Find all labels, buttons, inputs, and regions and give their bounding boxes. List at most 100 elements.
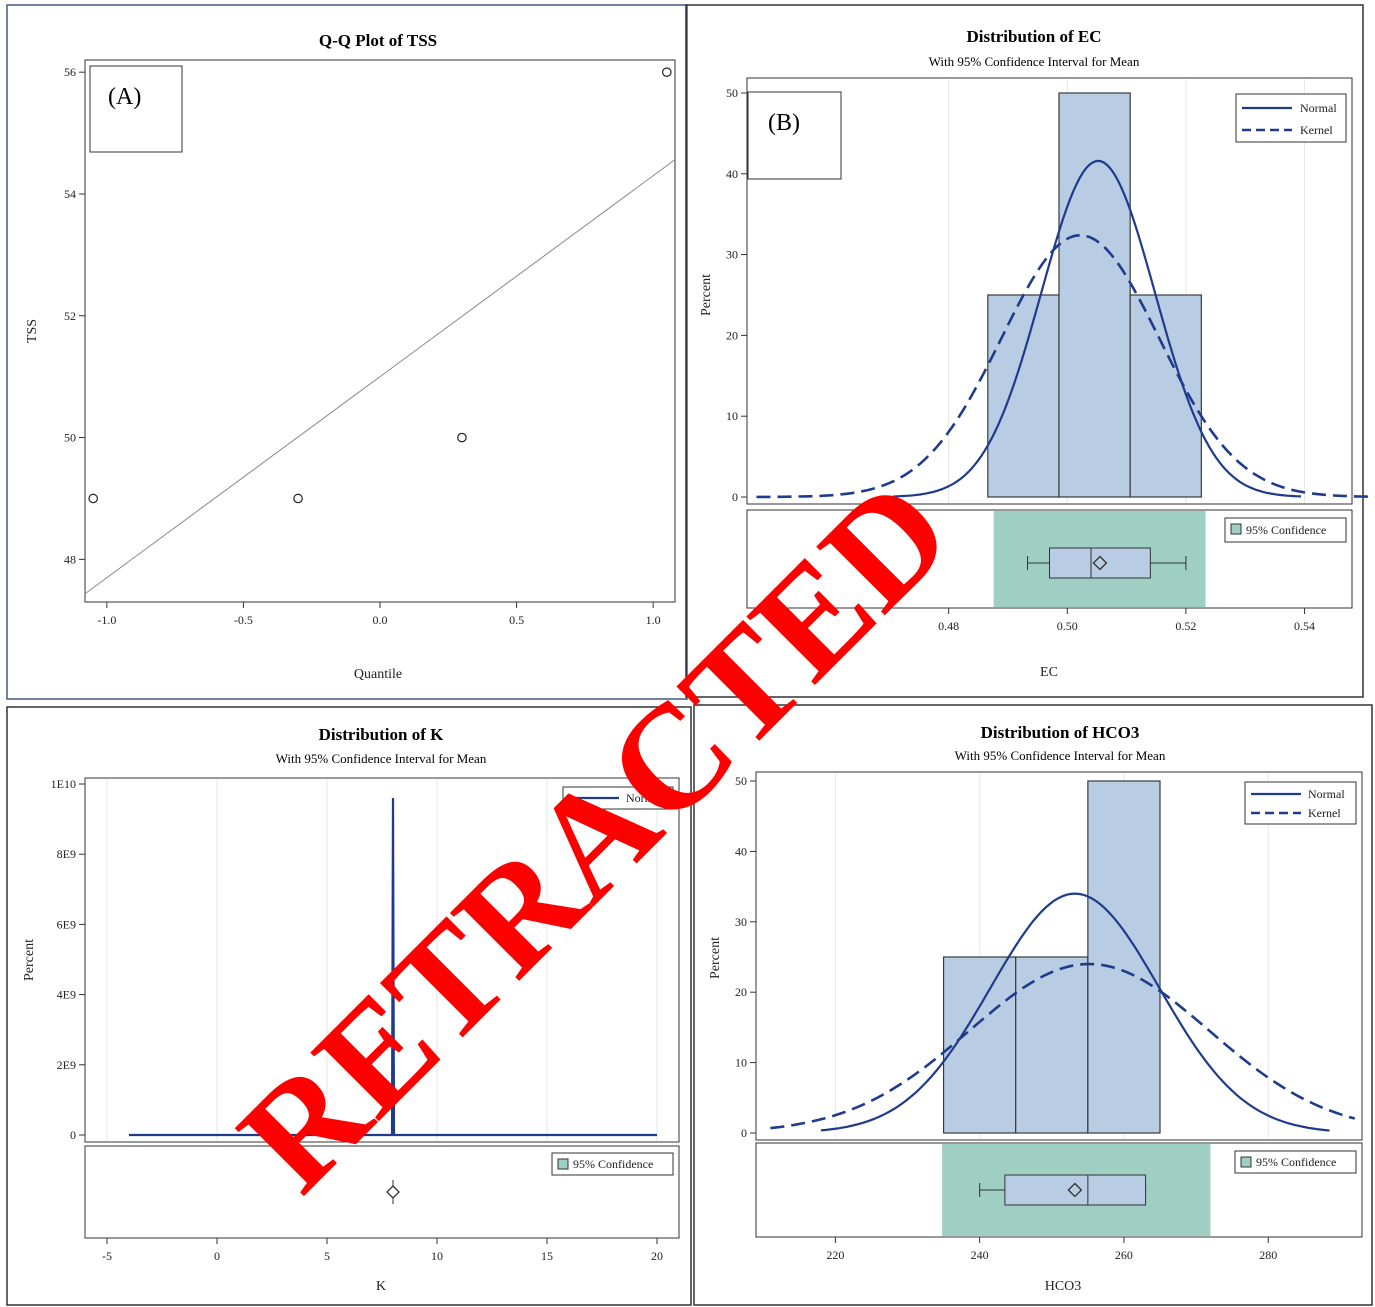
panel-d-frame — [693, 704, 1373, 1306]
panel-d-subtitle: With 95% Confidence Interval for Mean — [955, 748, 1166, 763]
panel-a-x-ticks: -1.0 -0.5 0.0 0.5 1.0 — [97, 602, 661, 627]
panel-c-y-tick-label: 6E9 — [57, 917, 76, 931]
panel-b-ci-swatch — [1230, 523, 1242, 535]
panel-a-point — [457, 432, 467, 443]
panel-b-x-ticks: 0.48 0.50 0.52 0.54 — [938, 608, 1315, 633]
panel-c-y-tick-label: 4E9 — [57, 988, 76, 1002]
panel-a-label-box — [89, 65, 183, 153]
panel-a-x-tick-label: 0.0 — [373, 613, 388, 627]
panel-c-normal-curve — [129, 798, 657, 1137]
panel-d-ci-legend: 95% Confidence — [1234, 1150, 1357, 1174]
panel-b-x-tick-label: 0.52 — [1175, 619, 1196, 633]
panel-b-ci-legend-label: 95% Confidence — [1246, 523, 1326, 537]
panel-a-y-tick-label: 56 — [64, 65, 76, 79]
panel-a-point — [293, 493, 303, 504]
panel-d-bar — [1015, 956, 1089, 1134]
panel-c-x-label: K — [376, 1279, 386, 1294]
panel-a-point — [88, 493, 98, 504]
panel-c-legend: Normal — [562, 786, 674, 810]
panel-c-frame — [6, 706, 692, 1306]
panel-a-y-tick-label: 48 — [64, 552, 76, 566]
panel-c-y-tick-label: 8E9 — [57, 847, 76, 861]
panel-d-box-iqr — [1004, 1174, 1147, 1206]
panel-d: Distribution of HCO3 With 95% Confidence… — [708, 723, 1363, 1294]
panel-b-y-label: Percent — [699, 274, 714, 316]
panel-d-x-tick-label: 220 — [826, 1248, 844, 1262]
panel-c-mean-marker — [386, 1180, 400, 1204]
panel-a-y-label: TSS — [25, 319, 40, 343]
panel-b-y-tick-label: 50 — [726, 86, 738, 100]
panel-b-y-tick-label: 10 — [726, 409, 738, 423]
panel-b-box-iqr — [1049, 547, 1151, 579]
panel-d-legend-normal: Normal — [1308, 787, 1345, 801]
panel-c-subtitle: With 95% Confidence Interval for Mean — [276, 751, 487, 766]
panel-c-x-tick-label: 10 — [431, 1249, 443, 1263]
panel-b-y-tick-label: 0 — [732, 490, 738, 504]
panel-b-hist-frame — [746, 77, 1353, 505]
panel-b-y-tick-label: 40 — [726, 167, 738, 181]
panel-b-x-tick-label: 0.50 — [1057, 619, 1078, 633]
panel-b-x-tick-label: 0.54 — [1294, 619, 1315, 633]
panel-c-x-tick-label: 15 — [541, 1249, 553, 1263]
panel-c-box-frame — [84, 1145, 680, 1239]
panel-b-legend-kernel: Kernel — [1300, 123, 1333, 137]
panel-a-label: (A) — [108, 84, 141, 110]
panel-a-x-label: Quantile — [354, 667, 402, 682]
panel-d-ci-legend-label: 95% Confidence — [1256, 1155, 1336, 1169]
panel-a-point — [662, 67, 672, 77]
panel-d-x-tick-label: 260 — [1115, 1248, 1133, 1262]
panel-d-ci-swatch — [1240, 1156, 1252, 1168]
panel-b-bar — [1058, 92, 1131, 498]
panel-c-x-tick-label: 5 — [324, 1249, 330, 1263]
panel-b-box-mean-diamond — [1092, 555, 1108, 571]
panel-d-y-tick-label: 10 — [735, 1056, 747, 1070]
panel-a-x-tick-label: 0.5 — [509, 613, 524, 627]
panel-b-title: Distribution of EC — [966, 27, 1101, 46]
panel-a-y-tick-label: 52 — [64, 309, 76, 323]
panel-d-bar — [1087, 780, 1161, 1134]
panel-a-x-tick-label: -0.5 — [234, 613, 253, 627]
panel-d-kernel-curve — [770, 962, 1356, 1130]
panel-d-boxplot — [979, 1174, 1147, 1206]
panel-c-x-tick-label: 20 — [651, 1249, 663, 1263]
panel-c-y-tick-label: 2E9 — [57, 1058, 76, 1072]
panel-a-x-tick-label: -1.0 — [97, 613, 116, 627]
panel-c-mean-diamond — [386, 1185, 400, 1199]
panel-a-y-tick-label: 54 — [64, 187, 76, 201]
panel-c-ci-legend-label: 95% Confidence — [573, 1157, 653, 1171]
panel-c-title: Distribution of K — [319, 725, 444, 744]
panel-c: Distribution of K With 95% Confidence In… — [22, 725, 680, 1294]
panel-b-subtitle: With 95% Confidence Interval for Mean — [929, 54, 1140, 69]
panel-b: Distribution of EC With 95% Confidence I… — [699, 27, 1375, 680]
panel-d-title: Distribution of HCO3 — [981, 723, 1140, 742]
panel-d-x-tick-label: 240 — [971, 1248, 989, 1262]
panel-d-y-tick-label: 0 — [741, 1126, 747, 1140]
panel-b-legend-normal: Normal — [1300, 101, 1337, 115]
panel-c-ci-legend: 95% Confidence — [551, 1152, 674, 1176]
panel-d-x-ticks: 220 240 260 280 — [826, 1237, 1277, 1262]
panel-b-boxplot — [1027, 547, 1187, 579]
panel-b-bars — [987, 92, 1202, 498]
panel-d-y-label: Percent — [708, 937, 723, 979]
panel-d-hist-frame — [755, 771, 1363, 1141]
panel-a-y-ticks: 48 50 52 54 56 — [64, 65, 85, 566]
panel-c-hist-frame — [84, 777, 680, 1143]
panel-d-x-label: HCO3 — [1045, 1279, 1082, 1294]
panel-c-y-tick-label: 0 — [70, 1128, 76, 1142]
panel-d-legend-kernel: Kernel — [1308, 806, 1341, 820]
panel-b-y-tick-label: 30 — [726, 248, 738, 262]
panel-b-kernel-curve — [756, 233, 1375, 499]
panel-b-label-box — [747, 91, 842, 180]
panel-d-y-tick-label: 40 — [735, 844, 747, 858]
panel-b-normal-curve — [892, 159, 1302, 498]
panel-d-y-tick-label: 50 — [735, 774, 747, 788]
panel-d-y-tick-label: 30 — [735, 915, 747, 929]
panel-c-y-ticks: 0 2E9 4E9 6E9 8E9 1E10 — [51, 777, 85, 1142]
panel-b-x-label: EC — [1040, 665, 1058, 680]
panel-c-legend-normal: Normal — [626, 791, 663, 805]
panel-d-normal-curve — [820, 892, 1330, 1132]
panel-d-x-tick-label: 280 — [1259, 1248, 1277, 1262]
panel-b-x-tick-label: 0.48 — [938, 619, 959, 633]
panel-b-ci-legend: 95% Confidence — [1224, 517, 1347, 543]
